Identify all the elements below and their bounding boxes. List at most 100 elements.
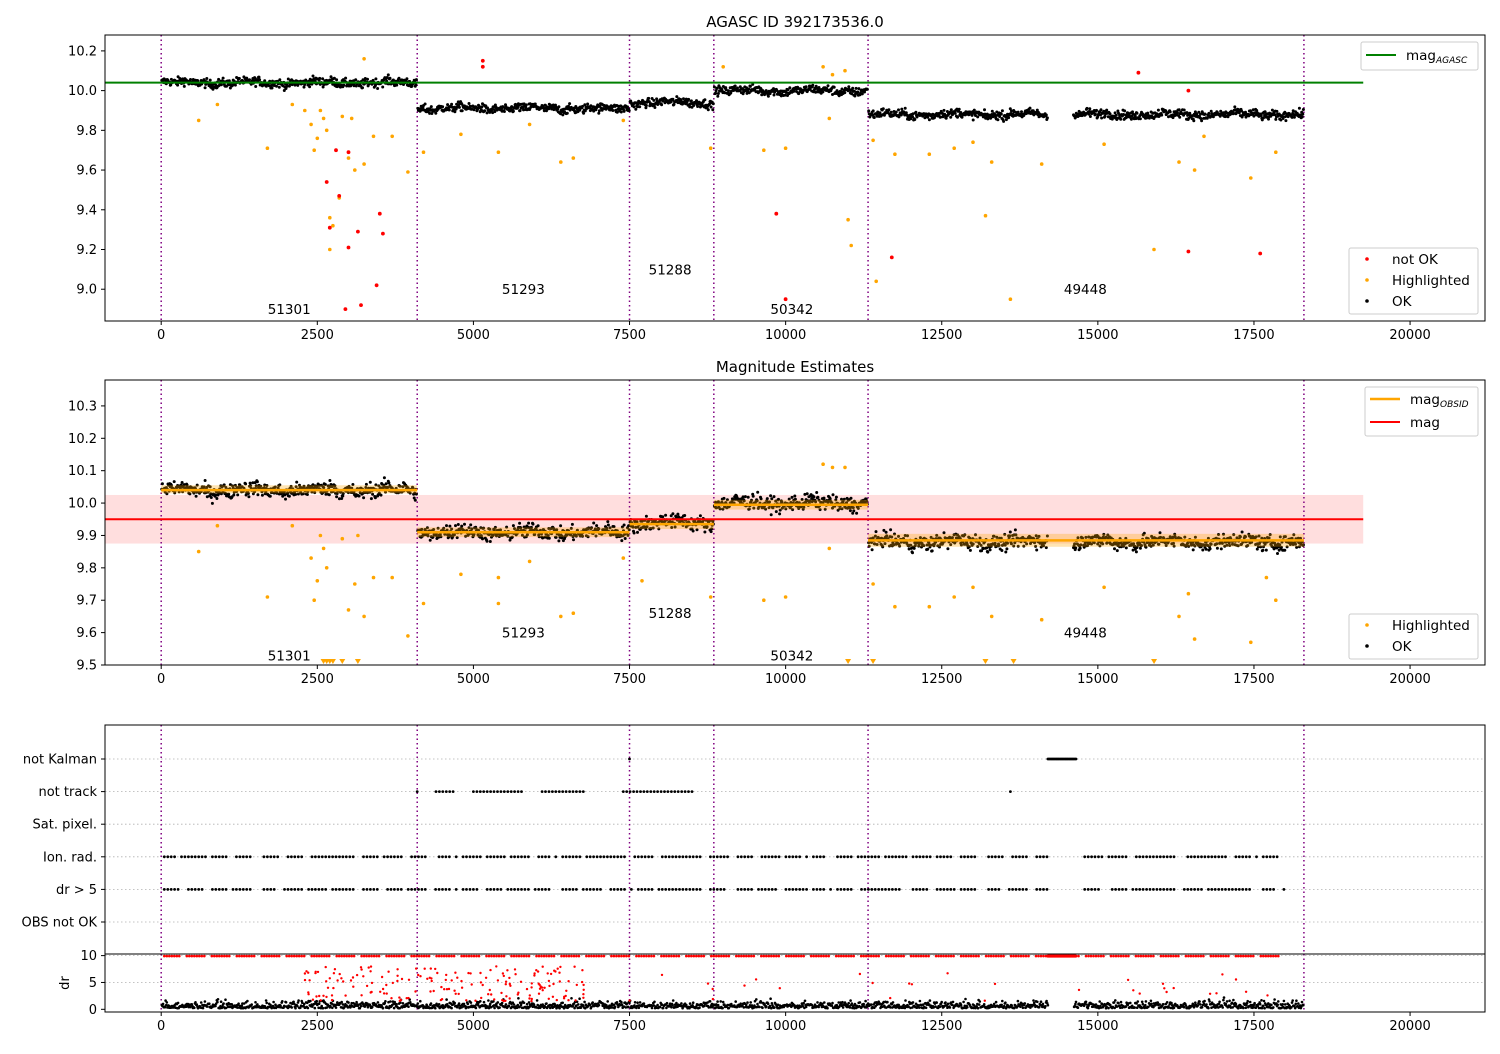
flag-point [1152,888,1155,891]
flag-point [1107,855,1110,858]
highlighted-point [821,462,825,466]
flag-point [816,888,819,891]
flag-point [628,758,631,761]
flag-point [788,855,791,858]
flag-point [331,888,334,891]
ok-point [1160,114,1163,117]
legend-not-ok-label: not OK [1392,252,1439,268]
flag-point [249,888,252,891]
flag-point [225,888,228,891]
observation-label: 51301 [268,648,311,664]
flag-point [1228,888,1231,891]
flag-point [321,855,324,858]
highlighted-point [316,137,320,141]
flag-point [421,888,424,891]
flag-point [524,855,527,858]
ok-point [620,111,623,114]
flag-point [510,790,513,793]
flag-point [712,888,715,891]
ok-point [703,531,706,534]
y-tick-label: 9.6 [76,164,97,179]
y-tick-label: 9.7 [76,594,97,609]
ok-point [195,495,198,498]
flag-point [163,855,166,858]
flag-point [850,888,853,891]
flag-point [925,888,928,891]
ok-point [1283,549,1286,552]
flag-point [489,855,492,858]
flag-point [850,855,853,858]
flag-point [469,888,472,891]
flag-point [1200,855,1203,858]
highlighted-point [362,162,366,166]
flag-point [235,888,238,891]
ok-point [1105,109,1108,112]
flag-point [527,888,530,891]
ok-point [215,497,218,500]
flag-point [675,855,678,858]
ok-point [258,78,261,81]
flag-point [510,855,513,858]
flag-point [778,855,781,858]
flag-point [970,855,973,858]
dr-point [194,1001,197,1004]
flag-point [625,790,628,793]
ok-point [949,116,952,119]
flag-point [949,855,952,858]
ok-point [847,85,850,88]
highlighted-point [984,214,988,218]
y-tick-label: 10.2 [68,44,97,59]
ok-point [209,79,212,82]
ok-point [181,481,184,484]
ok-point [986,551,989,554]
flag-point [609,855,612,858]
dr-point [200,1001,203,1004]
ok-point [703,98,706,101]
flag-point [1231,888,1234,891]
ok-point [354,78,357,81]
flag-point [767,888,770,891]
flag-point [922,888,925,891]
ok-point [1134,115,1137,118]
ok-point [926,548,929,551]
flag-point [482,790,485,793]
highlighted-point [266,595,270,599]
ok-point [312,75,315,78]
ok-point [238,77,241,80]
flag-point [898,855,901,858]
flag-point [699,855,702,858]
x-tick-label: 20000 [1389,672,1430,687]
flag-point [596,855,599,858]
y-tick-label: 9.6 [76,626,97,641]
ok-point [734,85,737,88]
highlighted-point [497,602,501,606]
flag-point [1245,855,1248,858]
highlighted-point [871,582,875,586]
ok-point [914,111,917,114]
flag-point [1221,855,1224,858]
flag-category-label: not track [38,785,97,800]
flag-point [163,888,166,891]
not-ok-point [378,212,382,216]
ok-point [716,95,719,98]
flag-point [287,855,290,858]
ok-point [1275,110,1278,113]
ok-point [429,539,432,542]
flag-point [348,888,351,891]
flag-point [242,855,245,858]
flag-point [194,855,197,858]
flag-point [554,790,557,793]
flag-point [190,888,193,891]
ok-point [996,118,999,121]
flag-point [929,855,932,858]
ok-point [773,94,776,97]
ok-point [653,106,656,109]
ok-point [1169,110,1172,113]
ok-point [247,495,250,498]
ok-point [645,104,648,107]
ok-point [972,119,975,122]
flag-point [737,855,740,858]
ok-point [258,76,261,79]
flag-point [960,888,963,891]
flag-point [740,888,743,891]
